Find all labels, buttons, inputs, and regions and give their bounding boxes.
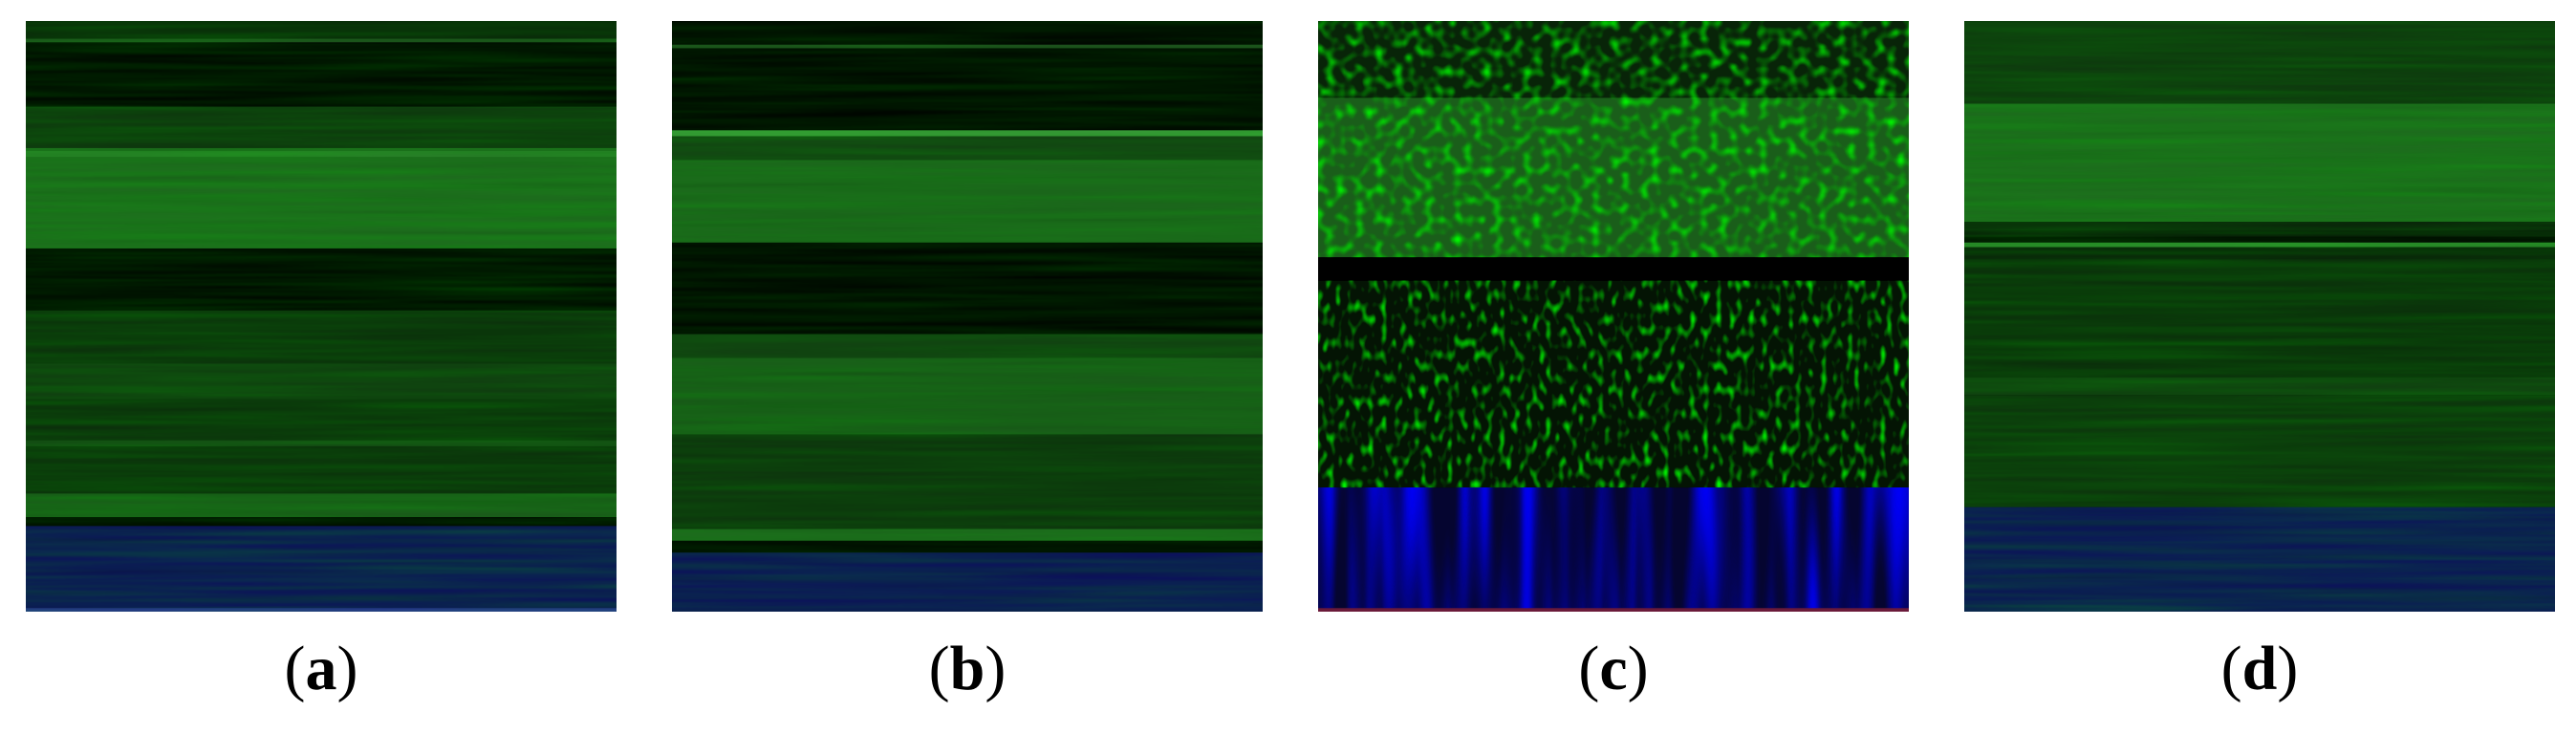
panel-d-image: [1964, 21, 2555, 612]
panel-a-caption: (a): [284, 634, 358, 703]
panel-c-image: [1318, 21, 1909, 612]
image-panel-c: [1318, 21, 1909, 612]
image-panel-a: [26, 21, 617, 612]
panel-b-image: [672, 21, 1263, 612]
panel-a-image: [26, 21, 617, 612]
panel-b-caption: (b): [928, 634, 1007, 703]
image-panel-b: [672, 21, 1263, 612]
image-panel-d: [1964, 21, 2555, 612]
panel-c-caption: (c): [1578, 634, 1649, 703]
panel-d-caption: (d): [2220, 634, 2299, 703]
